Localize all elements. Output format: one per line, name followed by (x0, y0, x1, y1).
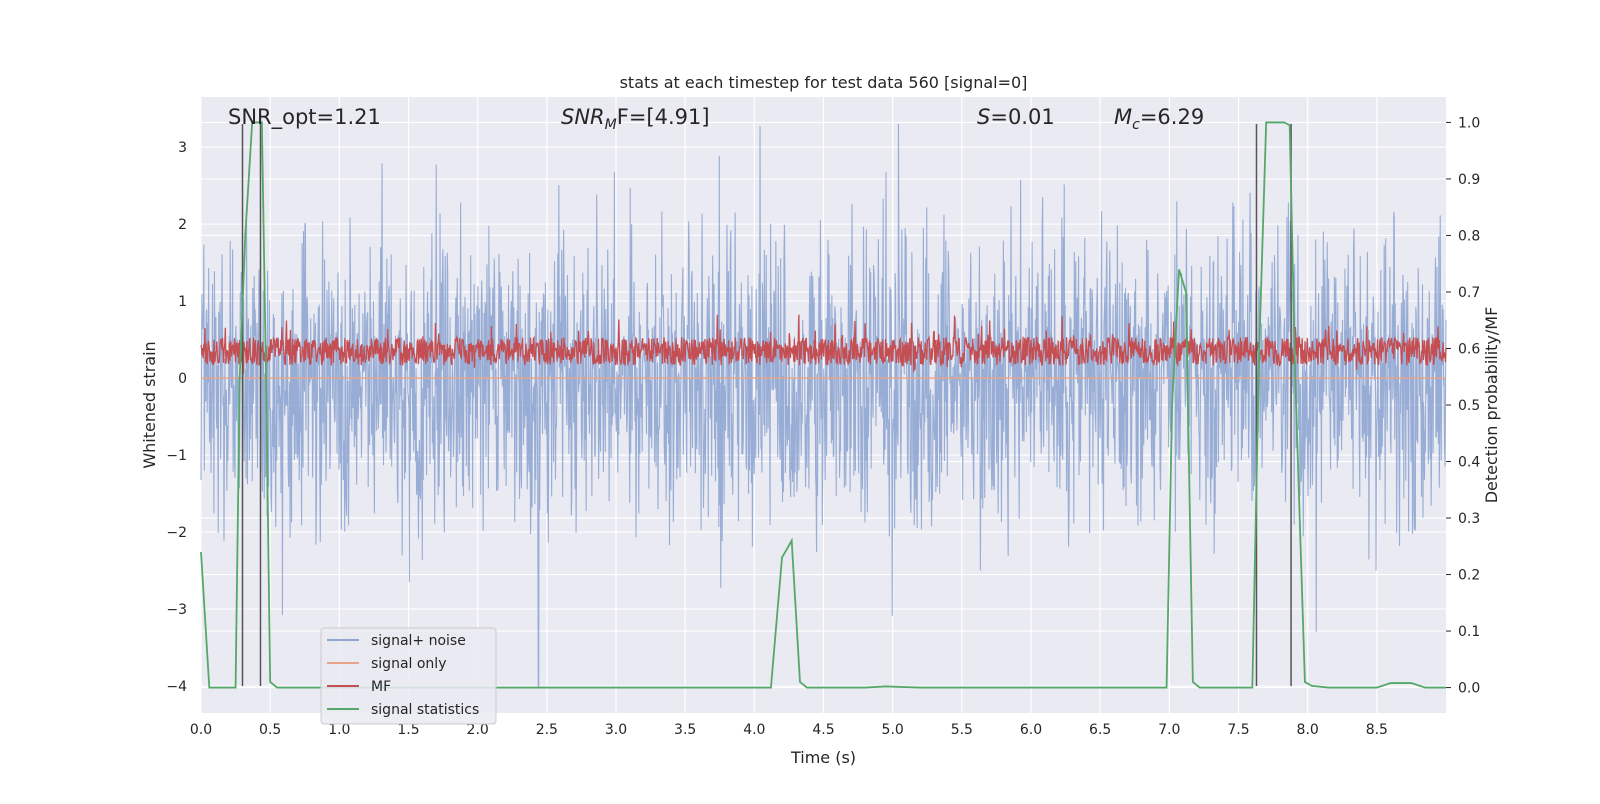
legend: signal+ noise signal only MF signal stat… (320, 627, 497, 725)
y-left-axis-ticks: 3 2 1 0 −1 −2 −3 −4 (166, 140, 187, 695)
x-tick-label: 1.0 (328, 722, 350, 738)
annotation-s-main: S (977, 105, 990, 129)
y-right-tick-label: 0.9 (1458, 172, 1480, 188)
x-tick-label: 6.0 (1020, 722, 1042, 738)
legend-label-mf: MF (371, 679, 391, 695)
y-right-tick-label: 0.5 (1458, 398, 1480, 414)
y-left-axis-label: Whitened strain (140, 341, 159, 468)
x-tick-label: 3.5 (674, 722, 696, 738)
x-tick-label: 0.0 (190, 722, 212, 738)
x-tick-label: 0.5 (259, 722, 281, 738)
y-right-tick-label: 0.2 (1458, 568, 1480, 584)
y-left-tick-label: −3 (166, 602, 187, 618)
annotation-snr-mf: SNRMF=[4.91] (561, 105, 710, 133)
annotation-snr-mf-sub: M (605, 117, 617, 133)
annotation-snr-mf-rest: F=[4.91] (617, 105, 710, 129)
x-tick-label: 8.0 (1297, 722, 1319, 738)
y-right-tick-label: 0.1 (1458, 624, 1480, 640)
x-tick-label: 7.0 (1158, 722, 1180, 738)
y-right-tick-label: 0.0 (1458, 681, 1480, 697)
x-tick-label: 5.5 (951, 722, 973, 738)
y-left-tick-label: 3 (178, 140, 187, 156)
annotation-snr-opt: SNR_opt=1.21 (228, 105, 381, 130)
annotation-mc-sub: c (1132, 117, 1140, 133)
annotation-mc: Mc=6.29 (1114, 105, 1204, 133)
y-left-tick-label: 2 (178, 217, 187, 233)
annotation-s-rest: =0.01 (990, 105, 1054, 129)
mf-line (200, 314, 1447, 374)
y-left-tick-label: −2 (166, 525, 187, 541)
x-axis-label: Time (s) (790, 748, 856, 767)
annotation-mc-main: M (1114, 105, 1132, 129)
y-left-tick-label: 1 (178, 294, 187, 310)
x-tick-label: 3.0 (605, 722, 627, 738)
x-tick-label: 5.0 (882, 722, 904, 738)
x-tick-label: 8.5 (1366, 722, 1388, 738)
x-axis-ticks: 0.0 0.5 1.0 1.5 2.0 2.5 3.0 3.5 4.0 4.5 5.0 5.5 6.0 6… (190, 722, 1388, 738)
x-tick-label: 4.5 (812, 722, 834, 738)
y-right-tick-label: 0.7 (1458, 285, 1480, 301)
y-right-axis-label: Detection probability/MF (1482, 307, 1501, 504)
x-tick-label: 4.0 (743, 722, 765, 738)
legend-box (320, 627, 497, 725)
y-left-tick-label: −4 (166, 679, 187, 695)
x-tick-label: 6.5 (1089, 722, 1111, 738)
annotation-snr-mf-main: SNR (561, 105, 605, 129)
y-left-tick-label: −1 (166, 448, 187, 464)
x-tick-label: 2.0 (467, 722, 489, 738)
signal-statistics-line (200, 121, 1446, 689)
x-tick-label: 1.5 (397, 722, 419, 738)
y-right-tick-label: 0.4 (1458, 455, 1480, 471)
y-right-axis-ticks: 1.0 0.9 0.8 0.7 0.6 0.5 0.4 0.3 0.2 0.1 0.0 (1446, 115, 1480, 697)
x-tick-label: 7.5 (1227, 722, 1249, 738)
y-right-tick-label: 0.6 (1458, 341, 1480, 357)
x-tick-label: 2.5 (536, 722, 558, 738)
annotation-s: S=0.01 (977, 105, 1055, 129)
y-right-tick-label: 1.0 (1458, 115, 1480, 131)
y-left-tick-label: 0 (178, 371, 187, 387)
series-signal-statistics (200, 121, 1446, 689)
legend-label-signal-only: signal only (371, 656, 446, 672)
y-right-tick-label: 0.3 (1458, 511, 1480, 527)
chart-title: stats at each timestep for test data 560… (620, 73, 1028, 92)
annotation-mc-rest: =6.29 (1140, 105, 1204, 129)
legend-label-signal-noise: signal+ noise (371, 633, 466, 649)
series-mf (200, 314, 1447, 374)
legend-label-signal-statistics: signal statistics (371, 702, 479, 718)
y-right-tick-label: 0.8 (1458, 228, 1480, 244)
vertical-markers (241, 123, 1292, 687)
